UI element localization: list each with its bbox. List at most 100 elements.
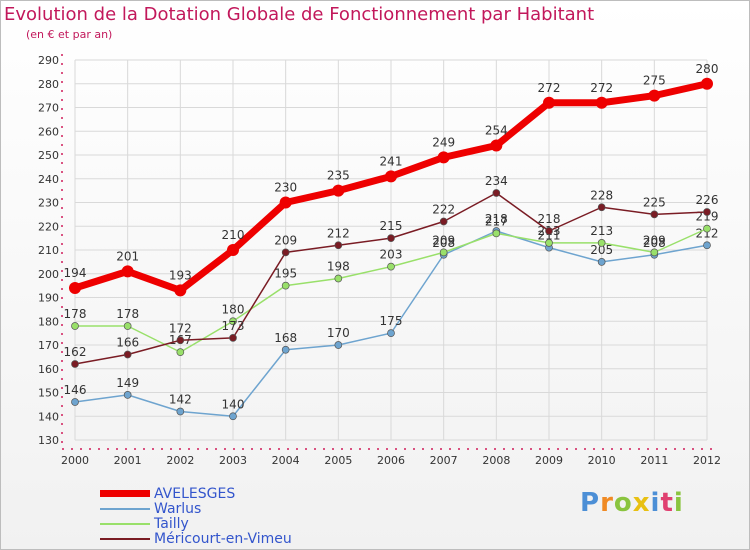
x-tick-label: 2005 xyxy=(324,454,352,467)
data-point-mericourt-en-vimeu xyxy=(123,350,132,359)
data-label-mericourt-en-vimeu: 215 xyxy=(380,219,403,233)
data-point-mericourt-en-vimeu xyxy=(597,203,606,212)
data-point-tailly xyxy=(439,248,448,257)
legend-item: Warlus xyxy=(100,500,202,517)
data-point-mericourt-en-vimeu xyxy=(545,227,553,235)
data-point-tailly xyxy=(229,317,237,326)
data-point-warlus xyxy=(334,341,343,349)
y-tick-label: 290 xyxy=(38,54,59,67)
data-label-avelesges: 235 xyxy=(327,169,350,183)
data-label-mericourt-en-vimeu: 172 xyxy=(169,321,192,335)
y-tick-label: 190 xyxy=(38,292,59,305)
data-label-mericourt-en-vimeu: 234 xyxy=(485,174,508,188)
data-label-warlus: 218 xyxy=(485,212,508,226)
data-point-avelesges xyxy=(701,77,713,90)
x-tick-label: 2006 xyxy=(377,454,405,467)
data-label-warlus: 212 xyxy=(696,226,719,240)
data-point-tailly xyxy=(334,274,343,283)
y-tick-label: 170 xyxy=(38,339,59,352)
x-tick-label: 2004 xyxy=(272,454,300,467)
x-tick-label: 2003 xyxy=(219,454,247,467)
data-point-avelesges xyxy=(543,96,555,109)
data-label-warlus: 208 xyxy=(643,236,666,250)
data-point-tailly xyxy=(492,229,501,238)
data-label-mericourt-en-vimeu: 222 xyxy=(432,203,455,217)
data-point-avelesges xyxy=(385,170,397,183)
data-point-warlus xyxy=(176,407,185,416)
data-point-tailly xyxy=(650,248,659,257)
data-label-tailly: 198 xyxy=(327,260,350,274)
data-point-avelesges xyxy=(121,265,134,278)
data-point-mericourt-en-vimeu xyxy=(71,360,79,368)
proxiti-logo: Proxiti xyxy=(580,488,684,518)
data-point-tailly xyxy=(545,239,553,247)
data-point-avelesges xyxy=(648,89,661,102)
data-label-warlus: 142 xyxy=(169,393,192,407)
data-label-avelesges: 210 xyxy=(222,228,245,242)
data-point-mericourt-en-vimeu xyxy=(439,217,448,226)
y-tick-label: 270 xyxy=(38,102,59,115)
y-tick-label: 210 xyxy=(38,244,59,257)
data-point-warlus xyxy=(123,391,132,399)
legend-swatch xyxy=(100,537,150,540)
x-tick-label: 2010 xyxy=(588,454,616,467)
legend-label: Tailly xyxy=(154,515,189,532)
data-point-avelesges xyxy=(174,284,187,297)
legend-swatch xyxy=(100,490,150,497)
legend-item: AVELESGES xyxy=(100,485,236,502)
x-tick-label: 2012 xyxy=(693,454,721,467)
data-label-avelesges: 275 xyxy=(643,74,666,88)
data-label-avelesges: 272 xyxy=(590,81,613,95)
data-label-tailly: 195 xyxy=(274,267,297,281)
data-label-mericourt-en-vimeu: 228 xyxy=(590,188,613,202)
data-point-tailly xyxy=(597,239,606,247)
y-tick-label: 200 xyxy=(38,268,59,281)
data-point-warlus xyxy=(229,412,237,421)
y-tick-label: 230 xyxy=(38,197,59,210)
data-label-mericourt-en-vimeu: 209 xyxy=(274,233,297,247)
data-label-warlus: 146 xyxy=(64,383,87,397)
data-label-tailly: 219 xyxy=(696,210,719,224)
data-label-warlus: 175 xyxy=(380,314,403,328)
data-point-mericourt-en-vimeu xyxy=(703,208,711,216)
data-label-avelesges: 194 xyxy=(64,266,87,280)
data-point-warlus xyxy=(597,258,606,266)
data-point-tailly xyxy=(387,262,395,271)
x-tick-label: 2000 xyxy=(61,454,89,467)
data-label-warlus: 149 xyxy=(116,376,139,390)
data-label-mericourt-en-vimeu: 166 xyxy=(116,336,139,350)
data-point-avelesges xyxy=(595,96,608,109)
y-tick-label: 260 xyxy=(38,125,59,138)
y-tick-label: 140 xyxy=(38,410,59,423)
logo-letter: P xyxy=(580,488,601,518)
data-label-tailly: 209 xyxy=(643,233,666,247)
data-point-avelesges xyxy=(490,139,503,152)
chart-subtitle: (en € et par an) xyxy=(26,28,113,41)
data-label-tailly: 217 xyxy=(485,214,508,228)
data-point-warlus xyxy=(281,345,290,354)
data-label-warlus: 208 xyxy=(432,236,455,250)
data-label-tailly: 178 xyxy=(116,307,139,321)
data-label-avelesges: 254 xyxy=(485,124,508,138)
data-point-tailly xyxy=(123,322,132,330)
data-label-avelesges: 272 xyxy=(538,81,561,95)
x-tick-label: 2001 xyxy=(114,454,142,467)
data-point-tailly xyxy=(71,322,79,330)
data-point-warlus xyxy=(387,329,395,337)
data-point-avelesges xyxy=(227,244,239,256)
y-tick-label: 280 xyxy=(38,78,59,91)
data-label-tailly: 178 xyxy=(64,307,87,321)
legend-label: AVELESGES xyxy=(154,485,236,502)
legend-label: Warlus xyxy=(154,500,202,517)
data-label-warlus: 168 xyxy=(274,331,297,345)
data-label-warlus: 170 xyxy=(327,326,350,340)
legend-item: Méricourt-en-Vimeu xyxy=(100,531,292,547)
data-point-warlus xyxy=(703,241,711,250)
data-point-tailly xyxy=(176,348,185,356)
data-point-tailly xyxy=(703,224,711,233)
y-tick-label: 180 xyxy=(38,315,59,328)
logo-letter: r xyxy=(600,488,614,518)
data-label-avelesges: 241 xyxy=(380,154,403,168)
y-tick-label: 150 xyxy=(38,387,59,400)
y-tick-label: 160 xyxy=(38,363,59,376)
